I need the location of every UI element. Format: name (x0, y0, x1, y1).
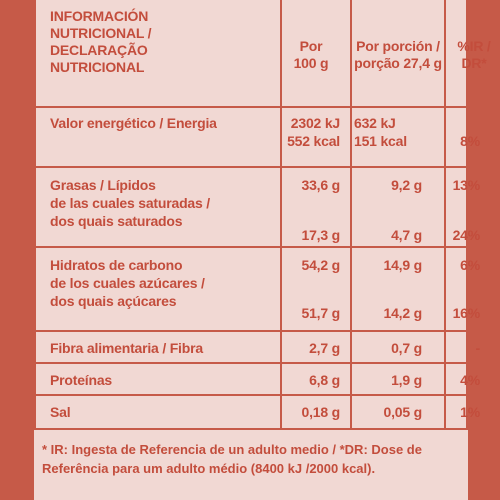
table-header-row: INFORMACIÓN NUTRICIONAL / DECLARAÇÃO NUT… (36, 0, 491, 108)
ir-value: 13% (452, 177, 481, 193)
ir-value: 6% (460, 257, 480, 273)
ir-line: 8% (460, 133, 480, 149)
per-portion-value: 0,05 g (383, 404, 423, 420)
nutrient-sublabel-line: de las cuales saturadas / (50, 195, 210, 211)
header-per-portion-line: porção 27,4 g (354, 55, 442, 71)
header-title-line: INFORMACIÓN (50, 8, 149, 24)
column-divider (350, 0, 352, 428)
nutrient-sublabel: de las cuales saturadas / dos quais satu… (50, 194, 210, 230)
per-portion-line: 632 kJ (354, 115, 396, 131)
table-row: Proteínas 6,8 g 1,9 g 4% (36, 364, 480, 396)
per-portion-value: 632 kJ 151 kcal (354, 114, 434, 150)
per-portion-value: 9,2 g (391, 177, 422, 193)
nutrient-label: Grasas / Lípidos (50, 177, 156, 193)
nutrient-label: Sal (50, 404, 71, 420)
table-row-group: Grasas / Lípidos 33,6 g 9,2 g 13% de las… (36, 168, 480, 248)
header-per-portion-line: Por porción / (356, 38, 440, 54)
per-100g-value: 6,8 g (309, 372, 340, 388)
per-portion-value: 4,7 g (391, 227, 422, 243)
nutrient-label: Proteínas (50, 372, 112, 388)
table-row: Fibra alimentaria / Fibra 2,7 g 0,7 g - (36, 332, 480, 364)
per-100g-value: 0,18 g (301, 404, 341, 420)
nutrient-label: Fibra alimentaria / Fibra (50, 340, 203, 356)
header-ir-line: %IR / (457, 38, 491, 54)
per-100g-value: 51,7 g (301, 305, 341, 321)
table-row: Sal 0,18 g 0,05 g 1% (36, 396, 480, 428)
ir-value: 1% (460, 404, 480, 420)
per-portion-value: 14,9 g (383, 257, 423, 273)
per-100g-line: 552 kcal (287, 133, 340, 149)
header-title-line: DECLARAÇÃO (50, 42, 148, 58)
nutrient-sublabel-line: dos quais açúcares (50, 293, 177, 309)
table-row-group: Hidratos de carbono 54,2 g 14,9 g 6% de … (36, 248, 480, 332)
column-divider (280, 0, 282, 428)
per-portion-value: 14,2 g (383, 305, 423, 321)
per-100g-value: 33,6 g (301, 177, 341, 193)
ir-value: 8% (440, 132, 480, 150)
nutrient-sublabel: de los cuales azúcares / dos quais açúca… (50, 274, 205, 310)
table-row: Valor energético / Energia 2302 kJ 552 k… (36, 108, 480, 168)
header-per-portion: Por porción / porção 27,4 g (352, 38, 444, 72)
per-portion-value: 0,7 g (391, 340, 422, 356)
per-100g-line: 2302 kJ (290, 115, 340, 131)
header-title-line: NUTRICIONAL / (50, 25, 152, 41)
nutrient-sublabel-line: dos quais saturados (50, 213, 183, 229)
header-ir: %IR / DR* (444, 38, 500, 72)
nutrient-sublabel-line: de los cuales azúcares / (50, 275, 205, 291)
nutrient-label: Valor energético / Energia (50, 115, 217, 131)
per-100g-value: 2302 kJ 552 kcal (268, 114, 340, 150)
header-title-line: NUTRICIONAL (50, 59, 145, 75)
ir-value: - (475, 340, 481, 356)
header-ir-line: DR* (461, 55, 487, 71)
footnote: * IR: Ingesta de Referencia de un adulto… (42, 442, 422, 476)
nutrition-table: INFORMACIÓN NUTRICIONAL / DECLARAÇÃO NUT… (34, 0, 491, 430)
per-100g-value: 2,7 g (309, 340, 340, 356)
per-portion-line: 151 kcal (354, 133, 407, 149)
column-divider (444, 0, 446, 428)
nutrient-label: Hidratos de carbono (50, 257, 183, 273)
header-per-100g-line: Por (299, 38, 323, 54)
per-100g-value: 54,2 g (301, 257, 341, 273)
per-portion-value: 1,9 g (391, 372, 422, 388)
nutrition-panel: INFORMACIÓN NUTRICIONAL / DECLARAÇÃO NUT… (34, 0, 491, 500)
header-per-100g-line: 100 g (293, 55, 329, 71)
ir-value: 4% (460, 372, 480, 388)
per-100g-value: 17,3 g (301, 227, 341, 243)
header-per-100g: Por 100 g (280, 38, 342, 72)
header-title: INFORMACIÓN NUTRICIONAL / DECLARAÇÃO NUT… (50, 8, 270, 76)
ir-value: 24% (452, 227, 481, 243)
ir-value: 16% (452, 305, 481, 321)
